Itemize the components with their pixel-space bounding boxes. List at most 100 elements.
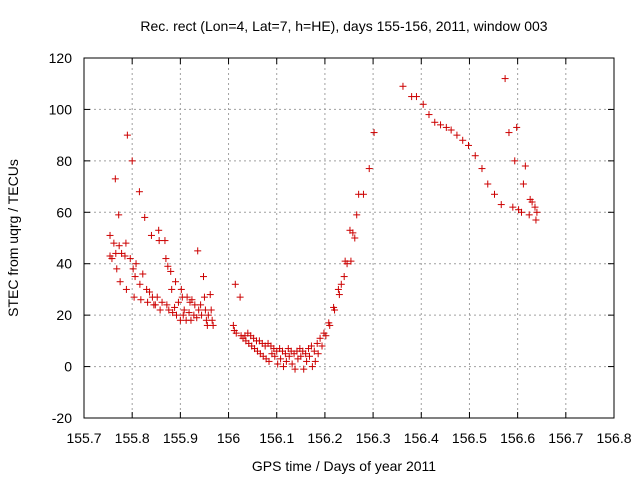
data-point [158,298,166,306]
data-point [425,111,433,119]
data-point [179,311,187,319]
data-point [128,157,136,165]
data-point [163,301,171,309]
data-point [161,237,169,245]
data-point [180,306,188,314]
x-tick-labels: 155.7 155.8 155.9 156 156.1 156.2 156.3 156.4 15… [66,430,631,446]
data-point [471,152,479,160]
y-tick-label: 100 [49,101,73,117]
x-tick-label: 156.7 [548,430,583,446]
data-point [478,165,486,173]
data-point [131,273,139,281]
data-point [188,296,196,304]
data-point [310,347,318,355]
data-point [146,288,154,296]
data-point [265,357,273,365]
x-tick-label: 156.1 [259,430,294,446]
data-point [108,255,116,263]
data-point [115,211,123,219]
data-point [288,360,296,368]
data-point [525,211,533,219]
data-point [282,357,290,365]
data-point [132,260,140,268]
x-tick-label: 156.6 [500,430,535,446]
y-tick-label: 120 [49,50,73,66]
data-point [311,357,319,365]
data-point [106,231,114,239]
data-point [135,188,143,196]
data-point [195,306,203,314]
data-point [314,350,322,358]
data-point [172,278,180,286]
data-point [153,293,161,301]
data-point [459,136,467,144]
data-point [491,190,499,198]
data-point [300,365,308,373]
x-tick-label: 156 [217,430,241,446]
data-point [501,75,509,83]
data-point [279,363,287,371]
data-point [313,339,321,347]
data-point [343,260,351,268]
data-point [187,316,195,324]
data-point [207,306,215,314]
y-tick-label: 20 [56,307,72,323]
data-point [123,131,131,139]
data-point [231,280,239,288]
data-point [147,231,155,239]
y-tick-label: 0 [64,359,72,375]
data-point [122,285,130,293]
y-axis-label: STEC from uqrg / TECUs [5,159,21,317]
data-point [291,365,299,373]
data-point [162,255,170,263]
data-point [183,293,191,301]
data-point [337,280,345,288]
data-point [174,298,182,306]
data-point [302,350,310,358]
y-tick-labels: -20 0 20 40 60 80 100 120 [49,50,73,426]
data-point [274,360,282,368]
data-point [528,198,536,206]
data-point [305,352,313,360]
data-point [511,157,519,165]
data-point [171,303,179,311]
data-point [167,267,175,275]
x-tick-label: 155.9 [163,430,198,446]
data-point [359,190,367,198]
data-point [517,208,525,216]
data-point [277,355,285,363]
data-point [326,321,334,329]
data-point [209,321,217,329]
data-point [229,321,237,329]
grid [84,58,614,418]
x-tick-label: 156.2 [307,430,342,446]
data-point [173,311,181,319]
data-point [419,100,427,108]
data-point [370,129,378,137]
data-point [437,121,445,129]
data-point [236,293,244,301]
data-point [165,306,173,314]
data-point [126,255,134,263]
data-point [141,213,149,221]
data-point [113,265,121,273]
data-point [412,93,420,101]
x-tick-label: 156.3 [356,430,391,446]
data-point [484,180,492,188]
data-point [318,342,326,350]
data-point [271,352,279,360]
data-point [316,334,324,342]
data-point [129,265,137,273]
plot-frame [83,57,615,419]
data-point [335,291,343,299]
data-point [532,216,540,224]
data-point [122,239,130,247]
data-point [204,311,212,319]
data-point [303,357,311,365]
data-point [308,363,316,371]
data-point [297,352,305,360]
data-point [365,165,373,173]
data-point [353,211,361,219]
y-tick-label: 40 [56,256,72,272]
